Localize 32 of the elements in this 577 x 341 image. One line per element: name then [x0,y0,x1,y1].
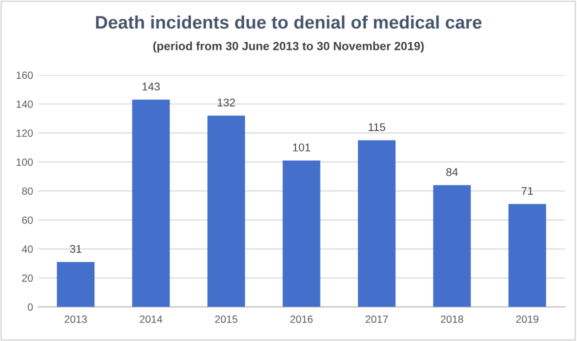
chart-subtitle: (period from 30 June 2013 to 30 November 2019) [153,42,424,53]
data-label: 31 [70,244,82,253]
bar [358,140,396,307]
bar [132,100,170,307]
data-label: 115 [368,123,386,132]
y-tick-label: 0 [28,303,33,311]
x-tick-label: 2018 [440,316,464,323]
x-tick-label: 2017 [366,316,388,323]
y-tick-label: 120 [16,129,33,137]
y-tick-label: 40 [22,245,33,253]
bar [207,116,246,307]
bar [56,262,95,307]
data-label: 101 [293,144,310,152]
chart-title: Death incidents due to denial of medical care [96,15,482,29]
bar [508,204,546,307]
y-tick-label: 100 [16,158,33,166]
data-label: 71 [522,187,533,195]
y-tick-label: 20 [22,274,33,282]
x-tick-label: 2014 [140,316,162,323]
bar [433,185,471,307]
data-label: 143 [142,82,160,91]
x-tick-label: 2016 [290,316,313,323]
data-label: 132 [218,98,235,106]
y-tick-label: 140 [16,100,33,108]
x-tick-label: 2015 [215,316,238,323]
data-label: 84 [446,168,458,176]
y-tick-label: 160 [16,72,33,79]
y-tick-label: 60 [22,216,33,224]
y-tick-label: 80 [22,187,33,195]
x-tick-label: 2013 [64,316,87,323]
bar [282,160,320,307]
x-tick-label: 2019 [516,316,538,323]
